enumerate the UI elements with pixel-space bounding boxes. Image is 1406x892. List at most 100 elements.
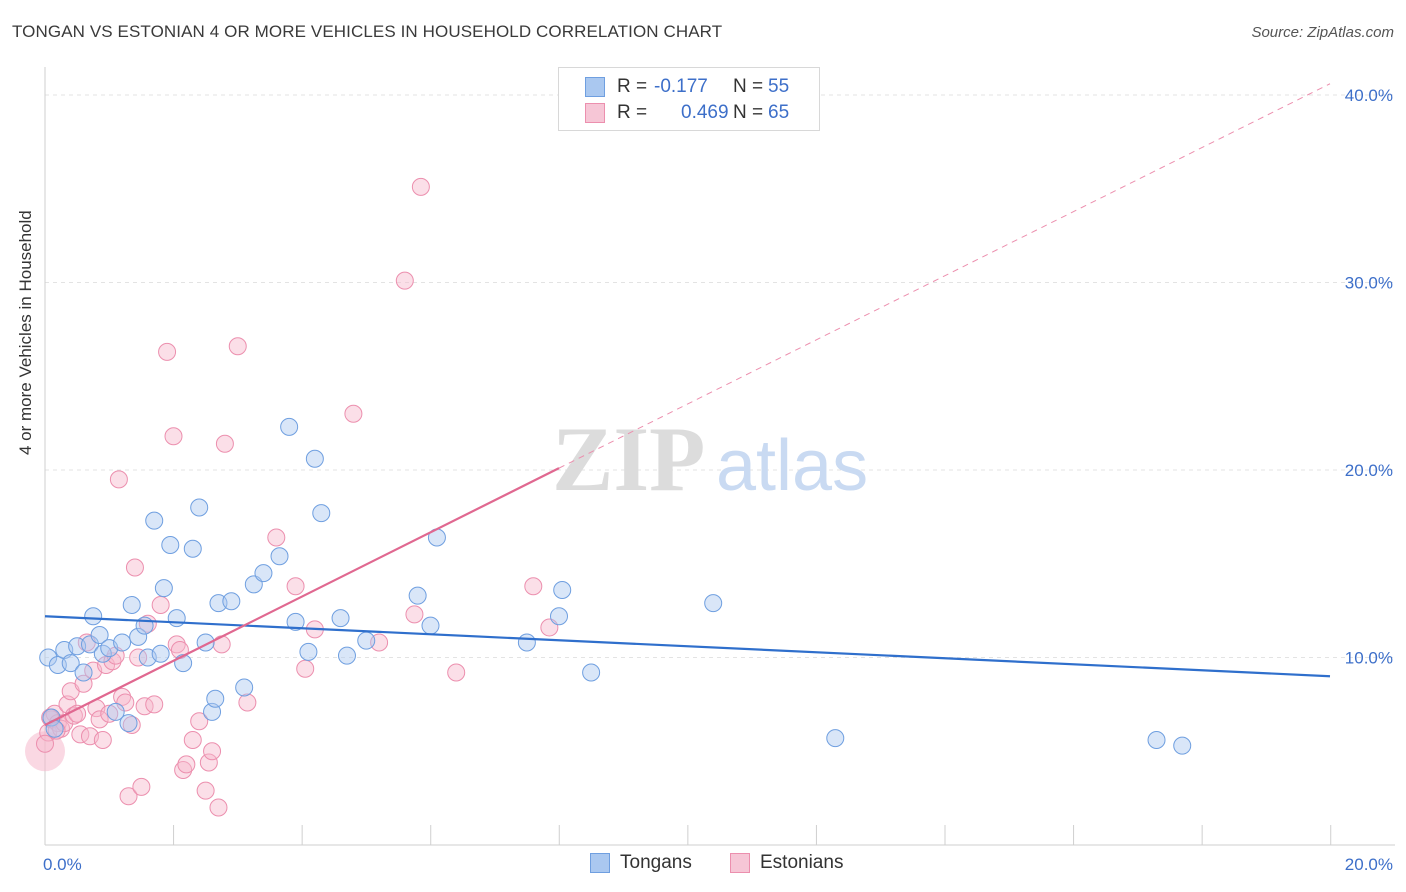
tongan-point — [80, 635, 99, 654]
legend-swatch-estonians — [585, 103, 605, 123]
tongan-point — [74, 663, 93, 682]
legend-swatch-tongans — [585, 77, 605, 97]
tongan-trend-line — [44, 615, 1331, 678]
tongan-point — [337, 646, 356, 665]
estonian-point — [212, 635, 231, 654]
estonian-point — [228, 337, 247, 356]
estonian-trend-extension — [558, 83, 1331, 469]
estonian-point — [167, 635, 186, 654]
tongan-point — [190, 498, 209, 517]
estonian-point — [132, 777, 151, 796]
legend-swatch-estonians — [730, 853, 750, 873]
legend-n-label: N = — [733, 76, 764, 97]
estonian-point — [125, 558, 144, 577]
estonian-point — [36, 734, 54, 753]
estonian-point — [109, 470, 128, 489]
tongan-point — [161, 536, 180, 554]
tongan-point — [61, 654, 80, 673]
tongan-point — [704, 594, 723, 613]
stats-legend: R = -0.177 N = 55 R = 0.469 N = 65 — [558, 67, 820, 131]
estonian-point — [138, 614, 157, 633]
estonian-point — [447, 663, 466, 682]
legend-n-value: 65 — [768, 102, 790, 123]
tongan-point — [312, 504, 331, 523]
estonian-point — [286, 577, 305, 596]
tongan-point — [122, 596, 141, 614]
chart-title: TONGAN VS ESTONIAN 4 OR MORE VEHICLES IN… — [12, 22, 723, 41]
estonian-point — [122, 716, 141, 734]
tongan-point — [286, 612, 305, 631]
legend-n-label: N = — [733, 102, 764, 123]
y-tick-label: 40.0% — [1345, 86, 1393, 105]
tongan-point — [90, 626, 109, 644]
tongan-point — [550, 607, 568, 626]
watermark: ZIP atlas — [552, 408, 868, 510]
tongan-point — [582, 663, 601, 682]
tongan-point — [119, 714, 138, 733]
estonian-point — [164, 427, 183, 446]
x-tick-label: 0.0% — [43, 855, 82, 874]
tongan-point — [1147, 731, 1166, 749]
estonian-point — [190, 712, 209, 731]
estonian-point — [238, 693, 257, 712]
legend-r-value: 0.469 — [681, 102, 729, 123]
watermark-atlas: atlas — [716, 426, 868, 506]
estonian-point — [113, 687, 132, 706]
legend-label-estonians: Estonians — [760, 852, 844, 873]
estonian-point — [405, 605, 424, 624]
estonian-point — [177, 755, 196, 774]
tongan-point — [553, 581, 572, 599]
x-tick-label: 20.0% — [1345, 855, 1393, 874]
tongan-point — [145, 511, 164, 530]
tongan-point — [299, 642, 318, 661]
tongan-point — [331, 609, 350, 628]
estonian-point — [90, 710, 109, 729]
tongan-point — [154, 579, 173, 598]
tongan-point — [151, 644, 170, 663]
tongan-point — [254, 564, 273, 583]
estonian-point — [344, 404, 363, 423]
legend-r-value: -0.177 — [654, 76, 708, 97]
tick-label-layer: 10.0% 20.0% 30.0% 40.0% 0.0% 20.0% — [43, 86, 1393, 874]
tongan-point — [129, 627, 148, 646]
estonian-point — [267, 528, 286, 547]
estonian-point — [411, 177, 430, 196]
estonian-point — [524, 577, 543, 596]
estonian-point — [215, 434, 234, 453]
estonian-point — [119, 787, 138, 806]
watermark-zip: ZIP — [552, 408, 705, 510]
tongan-point — [305, 449, 324, 468]
tongan-point — [517, 633, 536, 652]
estonian-point — [158, 342, 177, 361]
estonian-trend-line — [44, 467, 560, 726]
tongan-point — [408, 586, 427, 605]
tongan-point — [167, 609, 186, 628]
estonian-point — [209, 798, 228, 817]
tongan-point — [113, 633, 132, 652]
tongan-point — [206, 689, 225, 708]
estonian-point — [174, 761, 193, 779]
estonian-cluster-point — [25, 731, 65, 772]
tongan-point — [826, 729, 845, 748]
legend-r-label: R = — [617, 76, 648, 97]
estonian-point — [196, 781, 215, 800]
y-tick-label: 20.0% — [1345, 461, 1393, 480]
estonian-point — [100, 704, 119, 723]
estonian-point — [395, 271, 414, 290]
legend-swatch-tongans — [590, 853, 610, 873]
y-axis-label: 4 or more Vehicles in Household — [16, 210, 35, 455]
estonian-point — [151, 596, 170, 614]
estonian-point — [145, 695, 164, 714]
estonian-point — [129, 648, 148, 667]
tongan-point — [357, 631, 376, 650]
estonian-point — [296, 659, 315, 678]
tongan-point — [421, 616, 440, 635]
tongan-point — [270, 547, 289, 566]
tongan-point — [39, 648, 58, 667]
estonian-point — [116, 693, 135, 712]
legend-n-value: 55 — [768, 76, 790, 97]
estonian-point — [203, 742, 222, 761]
tongan-point — [84, 607, 103, 626]
tongan-point — [222, 592, 241, 611]
